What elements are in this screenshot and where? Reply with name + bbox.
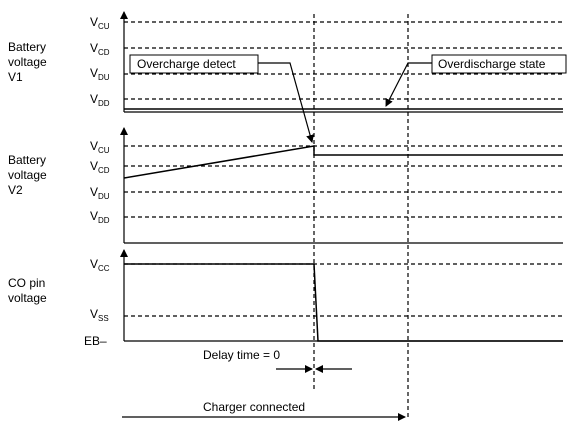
panel2-v2-trace xyxy=(123,145,563,179)
panel2-level-vdd: VDD xyxy=(90,209,110,225)
charger-connected-annotation: Charger connected xyxy=(122,400,406,421)
panel1-label-line3: V1 xyxy=(8,70,23,84)
panel2-label-line3: V2 xyxy=(8,183,23,197)
charger-connected-label: Charger connected xyxy=(203,400,305,414)
panel3-co-trace xyxy=(124,263,563,342)
panel1-level-vdd: VDD xyxy=(90,92,110,108)
panel1-level-vcd: VCD xyxy=(90,41,110,57)
panel1-level-vcu: VCU xyxy=(90,15,110,31)
overdischarge-state-callout: Overdischarge state xyxy=(385,54,567,107)
panel2-label-line2: voltage xyxy=(8,168,47,182)
panel3-label-line1: CO pin xyxy=(8,276,45,290)
panel2-level-vcu: VCU xyxy=(90,139,110,155)
panel1-level-vdu: VDU xyxy=(90,66,110,82)
panel-co-pin-voltage: CO pin voltage VCC VSS EB– xyxy=(8,249,563,348)
panel-battery-voltage-v2: Battery voltage V2 VCU VCD VDU VDD xyxy=(8,127,563,244)
panel1-label-line1: Battery xyxy=(8,40,46,54)
panel2-label-line1: Battery xyxy=(8,153,46,167)
panel3-level-vcc: VCC xyxy=(90,257,110,273)
overcharge-detect-label: Overcharge detect xyxy=(137,57,236,71)
overdischarge-state-arrow xyxy=(385,62,432,107)
overcharge-detect-box xyxy=(129,54,259,74)
panel3-label-line2: voltage xyxy=(8,291,47,305)
panel2-level-vcd: VCD xyxy=(90,159,110,175)
panel-battery-voltage-v1: Battery voltage V1 VCU VCD VDU VDD xyxy=(8,11,563,113)
panel1-label-line2: voltage xyxy=(8,55,47,69)
overcharge-detect-arrow xyxy=(258,62,314,143)
delay-time-label: Delay time = 0 xyxy=(203,348,280,362)
overcharge-detect-callout: Overcharge detect xyxy=(129,54,314,143)
panel3-level-vss: VSS xyxy=(90,307,109,323)
delay-time-annotation: Delay time = 0 xyxy=(203,348,352,373)
panel2-level-vdu: VDU xyxy=(90,185,110,201)
panel3-level-eb: EB– xyxy=(84,334,107,348)
overdischarge-state-box xyxy=(431,54,567,74)
overdischarge-state-label: Overdischarge state xyxy=(438,57,546,71)
